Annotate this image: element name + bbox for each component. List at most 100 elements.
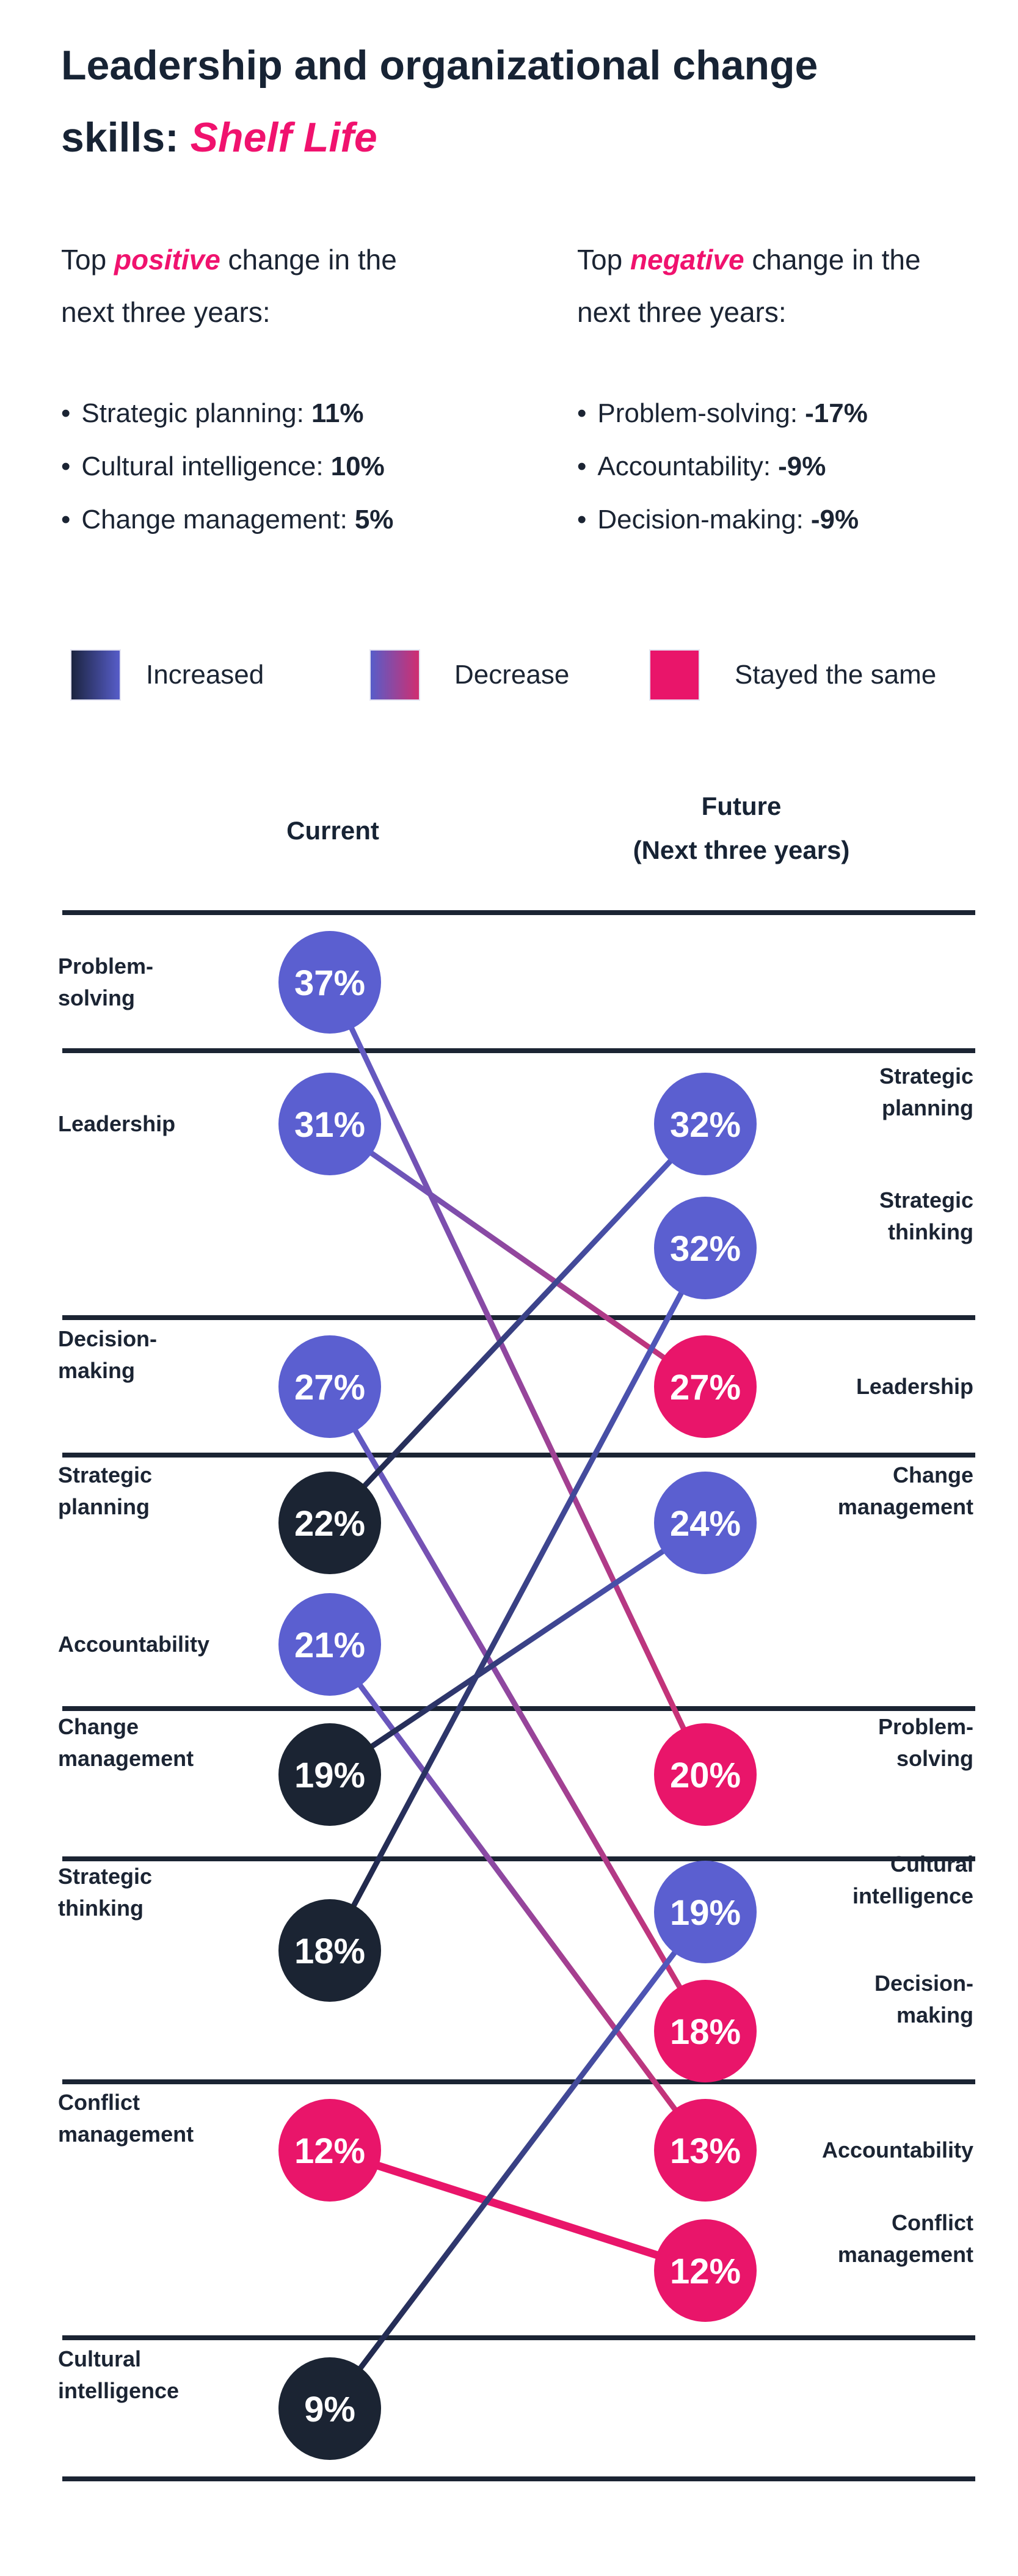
page-title-main: Leadership and organizational change ski… [61, 42, 818, 161]
row-label-future-cultural-intelligence: Cultural intelligence [852, 1852, 973, 1908]
row-label-future-strategic-thinking: Strategic thinking [879, 1188, 973, 1244]
connector-strategic-thinking [327, 1246, 708, 1952]
row-label-current-problem-solving: Problem-solving [58, 954, 154, 1010]
item-label: Problem-solving: [597, 398, 798, 428]
future-nodes: 32% 32% 27% 24% 20% 19% 18% 13% 12% [654, 1073, 757, 2322]
item-value: 11% [311, 398, 364, 428]
page-title-accent: Shelf Life [190, 114, 377, 161]
value-current-change-management: 19% [294, 1756, 365, 1795]
value-future-decision-making: 18% [670, 2012, 741, 2052]
node-current-strategic-thinking [278, 1899, 381, 2002]
legend-label-increased: Increased [146, 660, 264, 690]
negative-accent: negative [630, 244, 744, 275]
value-current-strategic-planning: 22% [294, 1504, 365, 1544]
row-label-current-accountability: Accountability [58, 1632, 210, 1657]
row-label-current-conflict-management: Conflict management [58, 2090, 194, 2147]
bullet-icon: • [61, 505, 71, 535]
row-label-current-decision-making: Decision-making [58, 1326, 158, 1383]
node-current-problem-solving [278, 931, 381, 1034]
current-nodes: 37% 31% 27% 22% 21% 19% 18% 12% 9% [278, 931, 381, 2460]
legend-swatch-increased [70, 649, 121, 701]
row-label-future-strategic-planning: Strategic planning [879, 1064, 973, 1120]
positive-tail: change in the next three years: [61, 244, 397, 328]
value-current-strategic-thinking: 18% [294, 1932, 365, 1971]
node-future-strategic-planning [654, 1073, 757, 1175]
connector-accountability [327, 1643, 708, 2152]
column-header-future: Future (Next three years) [589, 784, 894, 872]
row-label-future-decision-making: Decision-making [874, 1971, 973, 2027]
row-label-current-strategic-thinking: Strategic thinking [58, 1864, 153, 1921]
node-current-cultural-intelligence [278, 2357, 381, 2460]
connector-lines [327, 981, 708, 2410]
value-future-leadership: 27% [670, 1368, 741, 1407]
positive-accent: positive [114, 244, 220, 275]
node-future-cultural-intelligence [654, 1861, 757, 1963]
list-item: • Accountability: -9% [577, 440, 968, 493]
negative-highlights-heading: Top negative change in the next three ye… [577, 233, 931, 338]
value-current-decision-making: 27% [294, 1368, 365, 1407]
row-label-future-conflict-management: Conflict management [837, 2210, 973, 2267]
node-current-leadership [278, 1073, 381, 1175]
item-label: Strategic planning: [81, 398, 304, 428]
connector-problem-solving [327, 981, 708, 1776]
row-label-future-problem-solving: Problem-solving [878, 1714, 973, 1771]
item-label: Decision-making: [597, 505, 804, 535]
connector-leadership [328, 1122, 707, 1389]
node-future-conflict-management [654, 2219, 757, 2322]
value-future-cultural-intelligence: 19% [670, 1893, 741, 1933]
list-item: • Strategic planning: 11% [61, 387, 452, 440]
connector-strategic-planning [327, 1122, 708, 1525]
page-title: Leadership and organizational change ski… [61, 29, 837, 173]
legend-label-decrease: Decrease [454, 660, 570, 690]
node-future-accountability [654, 2099, 757, 2202]
node-current-strategic-planning [278, 1472, 381, 1574]
value-future-strategic-thinking: 32% [670, 1229, 741, 1269]
negative-highlights-list: • Problem-solving: -17% • Accountability: -9… [577, 387, 968, 546]
node-current-decision-making [278, 1335, 381, 1438]
legend-label-stayed-same: Stayed the same [735, 660, 937, 690]
row-label-current-cultural-intelligence: Cultural intelligence [58, 2346, 180, 2403]
row-label-current-change-management: Change management [58, 1714, 194, 1771]
bullet-icon: • [577, 398, 587, 428]
value-future-accountability: 13% [670, 2131, 741, 2171]
row-label-future-leadership: Leadership [856, 1374, 973, 1399]
item-label: Change management: [81, 505, 347, 535]
value-current-problem-solving: 37% [294, 963, 365, 1003]
row-label-current-strategic-planning: Strategic planning [58, 1462, 153, 1519]
connector-conflict-management [329, 2146, 707, 2275]
value-future-conflict-management: 12% [670, 2252, 741, 2291]
positive-highlights-list: • Strategic planning: 11% • Cultural intell… [61, 387, 452, 546]
node-current-accountability [278, 1593, 381, 1696]
row-label-future-change-management: Change management [837, 1462, 973, 1519]
node-future-decision-making [654, 1980, 757, 2082]
connector-decision-making [327, 1385, 708, 2033]
value-future-strategic-planning: 32% [670, 1105, 741, 1145]
node-future-strategic-thinking [654, 1197, 757, 1299]
column-header-current: Current [211, 814, 455, 847]
column-header-future-line2: (Next three years) [633, 836, 850, 864]
row-label-future-accountability: Accountability [821, 2137, 973, 2162]
node-future-problem-solving [654, 1723, 757, 1826]
legend-swatch-decrease [369, 649, 420, 701]
negative-tail: change in the next three years: [577, 244, 921, 328]
node-future-leadership [654, 1335, 757, 1438]
bullet-icon: • [61, 398, 71, 428]
item-value: -9% [778, 451, 826, 481]
connector-change-management [328, 1520, 707, 1777]
legend-swatch-stayed-same [649, 649, 700, 701]
connector-cultural-intelligence [327, 1910, 708, 2410]
bullet-icon: • [577, 451, 587, 481]
list-item: • Cultural intelligence: 10% [61, 440, 452, 493]
list-item: • Problem-solving: -17% [577, 387, 968, 440]
item-label: Accountability: [597, 451, 771, 481]
value-current-cultural-intelligence: 9% [304, 2390, 355, 2429]
list-item: • Decision-making: -9% [577, 493, 968, 546]
item-value: 5% [354, 505, 394, 535]
value-current-conflict-management: 12% [294, 2131, 365, 2171]
node-future-change-management [654, 1472, 757, 1574]
node-current-change-management [278, 1723, 381, 1826]
column-header-current-text: Current [286, 816, 379, 845]
item-value: -9% [810, 505, 859, 535]
